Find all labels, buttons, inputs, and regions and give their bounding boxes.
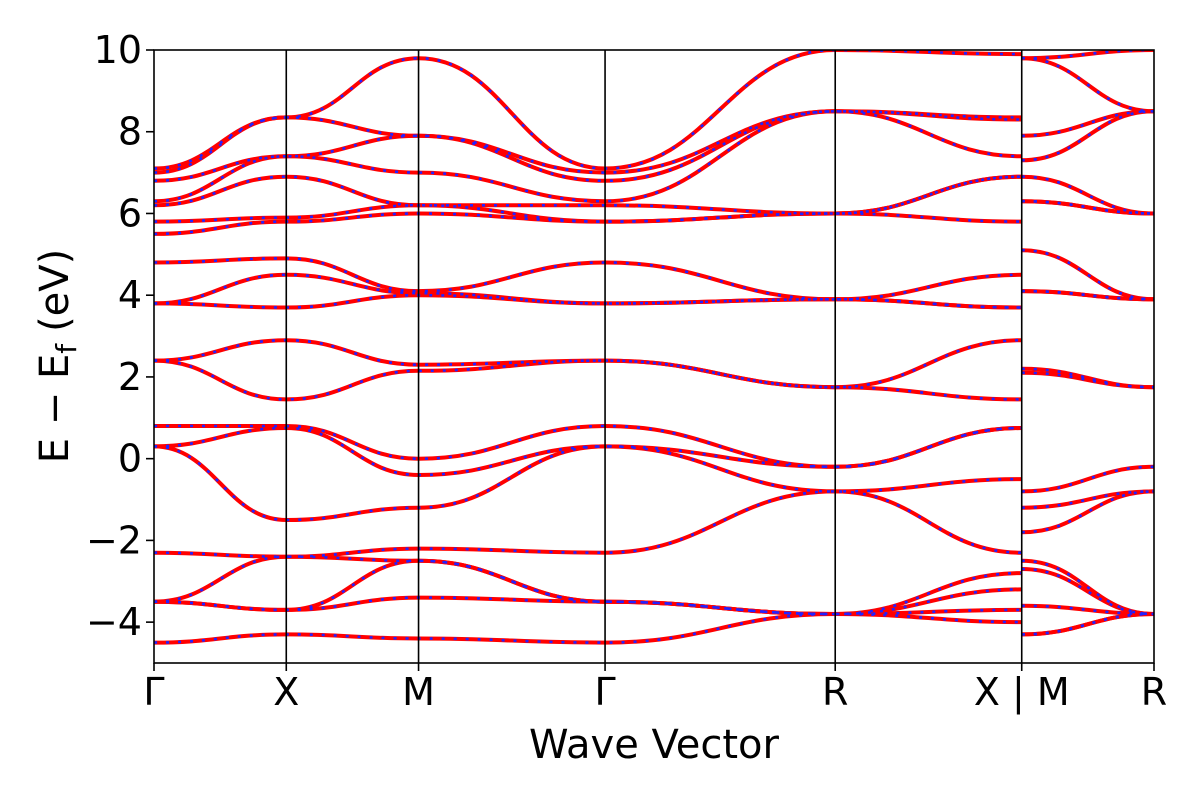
band-13-red-line — [154, 248, 1154, 310]
band-3-red-line — [154, 444, 1154, 535]
band-15-blue-dotted-line — [154, 175, 1154, 223]
x-tick-label: R — [1141, 670, 1167, 714]
kpoint-divider-lines — [285, 50, 1023, 663]
band-18-blue-dotted-line — [154, 109, 1154, 183]
y-tick-label: 0 — [118, 437, 142, 481]
band-16-blue-dotted-line — [154, 175, 1154, 215]
band-3-blue-dotted-line — [154, 445, 1154, 534]
band-8-red-line — [154, 611, 1154, 645]
x-axis: Γ X M Γ R X | M R — [143, 663, 1167, 715]
y-tick-label: 4 — [118, 273, 142, 317]
band-18-red-line — [154, 109, 1154, 183]
x-tick-label: Γ — [594, 670, 615, 714]
x-tick-label: Γ — [143, 670, 164, 714]
band-5-blue-dotted-line — [154, 555, 1154, 616]
y-tick-label: 10 — [94, 28, 142, 72]
y-axis-title-main: E − E — [32, 354, 78, 464]
x-tick-label: X | M — [974, 670, 1070, 715]
band-11-red-line — [154, 289, 1154, 310]
x-axis-title: Wave Vector — [529, 722, 780, 768]
y-axis-title-unit: (eV) — [32, 249, 78, 332]
y-tick-label: −4 — [86, 600, 142, 644]
y-axis-title-subscript: f — [50, 343, 83, 354]
band-9-red-line — [154, 358, 1154, 402]
band-10-blue-dotted-line — [154, 338, 1154, 389]
band-2-blue-dotted-line — [154, 426, 1154, 509]
band-4-red-line — [154, 489, 1154, 616]
band-11-blue-dotted-line — [154, 289, 1154, 309]
plot-frame — [153, 49, 1155, 664]
band-1-blue-dotted-line — [154, 424, 1154, 493]
band-20-blue-dotted-line — [154, 50, 1154, 170]
band-6-blue-dotted-line — [154, 559, 1154, 616]
band-12-red-line — [154, 272, 1154, 306]
band-lines — [154, 50, 1154, 645]
band-19-blue-dotted-line — [154, 56, 1154, 174]
band-12-blue-dotted-line — [154, 273, 1154, 305]
x-tick-label: R — [822, 670, 848, 714]
band-1-red-line — [154, 423, 1154, 494]
y-axis-title: E − Ef (eV) — [32, 249, 83, 464]
y-tick-label: 8 — [118, 110, 142, 154]
y-tick-label: 6 — [118, 191, 142, 235]
x-tick-label: M — [402, 670, 435, 714]
band-6-red-line — [154, 558, 1154, 617]
y-tick-label: 2 — [118, 355, 142, 399]
band-15-red-line — [154, 174, 1154, 224]
band-9-blue-dotted-line — [154, 359, 1154, 401]
x-tick-label: X — [273, 670, 299, 714]
y-axis: −4 −2 0 2 4 6 8 10 — [86, 28, 154, 644]
band-5-red-line — [154, 554, 1154, 617]
band-20-red-line — [154, 50, 1154, 171]
y-tick-label: −2 — [86, 518, 142, 562]
band-2-red-line — [154, 425, 1154, 510]
